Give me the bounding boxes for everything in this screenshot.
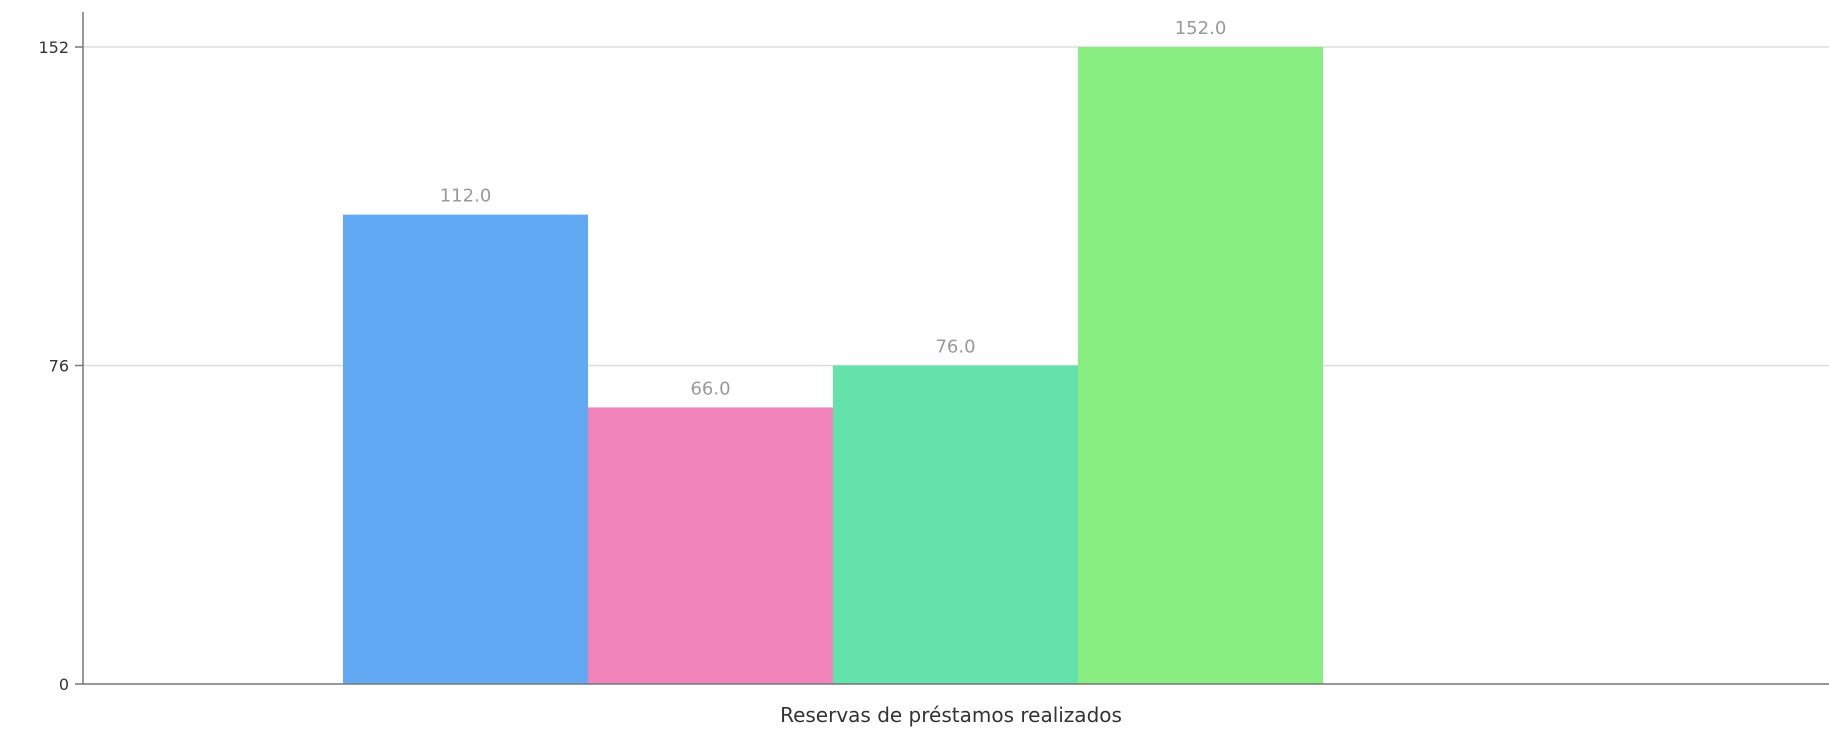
bar-3 [833, 365, 1078, 684]
bar-value-label-3: 76.0 [935, 337, 975, 358]
bar-value-label-4: 152.0 [1175, 18, 1227, 39]
bar-value-label-1: 112.0 [440, 186, 492, 207]
x-category-label: Reservas de préstamos realizados [780, 703, 1122, 727]
y-tick-label-152: 152 [38, 38, 69, 57]
bar-2 [588, 407, 833, 684]
bar-4 [1078, 47, 1323, 684]
bar-value-label-2: 66.0 [690, 378, 730, 399]
bars [343, 47, 1323, 684]
y-tick-labels: 0 76 152 [38, 38, 83, 694]
value-labels: 112.0 66.0 76.0 152.0 [440, 18, 1227, 399]
y-tick-label-76: 76 [49, 357, 69, 376]
bar-1 [343, 214, 588, 684]
y-tick-label-0: 0 [59, 675, 69, 694]
